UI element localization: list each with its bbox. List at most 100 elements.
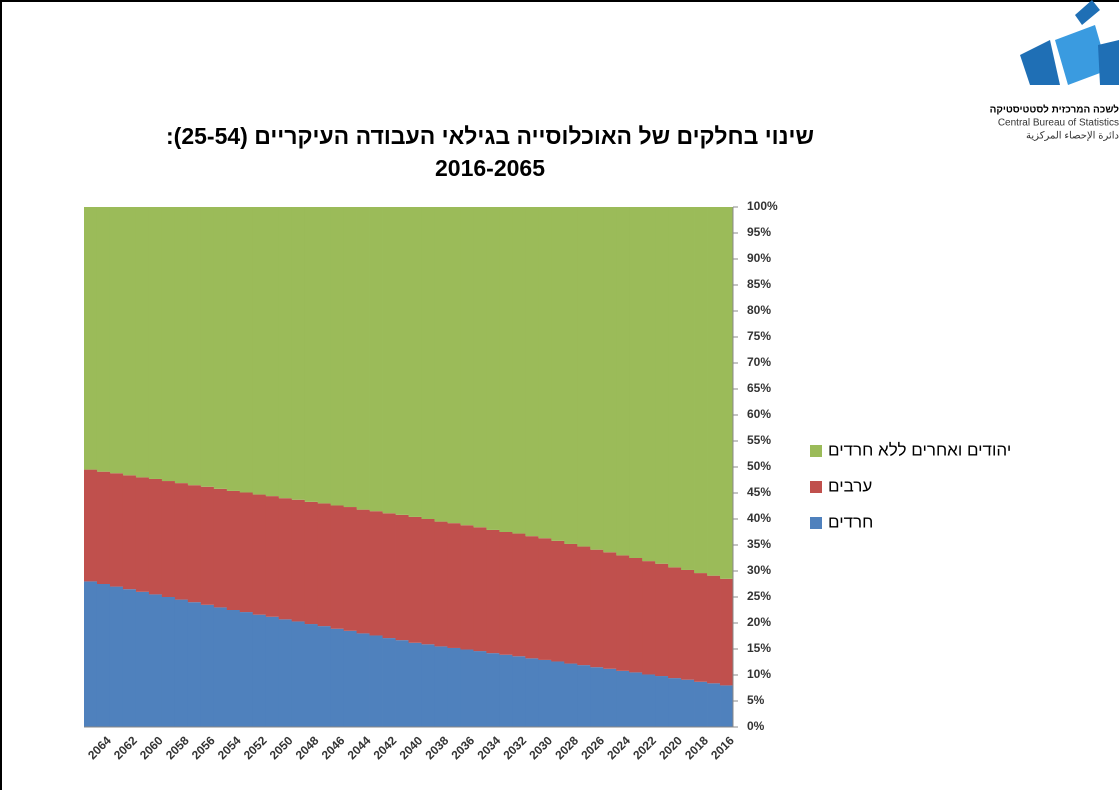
y-tick-label: 80% bbox=[747, 303, 771, 317]
y-tick-label: 25% bbox=[747, 589, 771, 603]
bar-segment bbox=[200, 207, 215, 487]
logo-text: دائرة الإحصاء المركزية bbox=[1026, 131, 1119, 142]
bar-segment bbox=[655, 563, 669, 677]
bar-segment bbox=[304, 501, 319, 625]
bar-segment bbox=[616, 555, 630, 671]
logo-text: לשכה המרכזית לסטטיסטיקה bbox=[990, 104, 1119, 116]
bar-segment bbox=[694, 207, 708, 574]
bar-segment bbox=[512, 207, 526, 534]
y-tick-label: 40% bbox=[747, 511, 771, 525]
x-tick-label: 2030 bbox=[526, 733, 555, 762]
bar-segment bbox=[681, 679, 695, 727]
bar-segment bbox=[551, 661, 565, 727]
bar-segment bbox=[135, 207, 150, 478]
bar-segment bbox=[421, 519, 435, 645]
bar-segment bbox=[174, 483, 189, 600]
y-tick-label: 70% bbox=[747, 355, 771, 369]
bar-segment bbox=[304, 624, 319, 727]
bar-segment bbox=[200, 604, 215, 727]
x-tick-label: 2032 bbox=[500, 733, 529, 762]
bar-segment bbox=[382, 638, 396, 727]
logo: לשכה המרכזית לסטטיסטיקה Central Bureau o… bbox=[990, 0, 1119, 142]
y-tick-label: 35% bbox=[747, 537, 771, 551]
bar-segment bbox=[330, 505, 344, 629]
bar-segment bbox=[655, 207, 669, 564]
bar-segment bbox=[265, 616, 280, 727]
y-tick-label: 90% bbox=[747, 251, 771, 265]
y-tick-label: 65% bbox=[747, 381, 771, 395]
bar-segment bbox=[434, 646, 448, 727]
bar-segment bbox=[538, 207, 552, 539]
bar-segment bbox=[642, 207, 656, 562]
bar-segment bbox=[720, 685, 734, 727]
legend-swatch bbox=[810, 481, 822, 493]
bar-segment bbox=[96, 471, 111, 584]
bar-segment bbox=[616, 207, 630, 556]
y-tick-label: 85% bbox=[747, 277, 771, 291]
bar-segment bbox=[447, 523, 461, 648]
y-tick-label: 15% bbox=[747, 641, 771, 655]
bar-segment bbox=[629, 558, 643, 673]
bar-segment bbox=[603, 668, 617, 727]
bar-segment bbox=[395, 207, 409, 515]
y-tick-label: 10% bbox=[747, 667, 771, 681]
bar-segment bbox=[135, 477, 150, 592]
x-tick-label: 2060 bbox=[137, 733, 166, 762]
bar-segment bbox=[616, 670, 630, 727]
bar-segment bbox=[421, 207, 435, 519]
bar-segment bbox=[603, 552, 617, 669]
bar-segment bbox=[226, 490, 241, 610]
x-tick-label: 2052 bbox=[241, 733, 270, 762]
bar-segment bbox=[265, 496, 280, 617]
bar-segment bbox=[369, 511, 383, 636]
logo-shape bbox=[1020, 40, 1060, 85]
bar-segment bbox=[694, 573, 708, 682]
logo-shape bbox=[1075, 0, 1100, 25]
y-tick-label: 5% bbox=[747, 693, 765, 707]
bar-segment bbox=[707, 575, 721, 684]
bar-segment bbox=[369, 207, 383, 512]
bar-segment bbox=[538, 659, 552, 727]
bar-segment bbox=[278, 498, 293, 620]
bar-segment bbox=[538, 538, 552, 660]
bar-segment bbox=[252, 614, 267, 727]
logo-shape bbox=[1098, 40, 1119, 85]
bar-segment bbox=[473, 207, 487, 528]
x-tick-label: 2028 bbox=[552, 733, 581, 762]
bar-segment bbox=[161, 597, 176, 727]
bar-segment bbox=[122, 207, 137, 476]
bar-segment bbox=[395, 514, 409, 641]
bar-segment bbox=[135, 591, 150, 727]
bar-segment bbox=[707, 207, 721, 576]
bar-segment bbox=[343, 507, 357, 631]
bar-segment bbox=[460, 525, 474, 650]
bar-segment bbox=[668, 567, 682, 679]
bar-segment bbox=[304, 207, 319, 502]
legend-label: יהודים ואחרים ללא חרדים bbox=[828, 440, 1011, 459]
bar-segment bbox=[499, 532, 513, 655]
bar-segment bbox=[122, 589, 137, 727]
bar-segment bbox=[187, 485, 202, 603]
bar-segment bbox=[447, 647, 461, 727]
bar-segment bbox=[642, 674, 656, 727]
bar-segment bbox=[265, 207, 280, 497]
x-tick-label: 2022 bbox=[630, 733, 659, 762]
bar-segment bbox=[109, 586, 124, 727]
bar-segment bbox=[434, 521, 448, 647]
bar-segment bbox=[174, 207, 189, 484]
bar-segment bbox=[356, 509, 370, 634]
bar-segment bbox=[343, 630, 357, 727]
x-tick-label: 2044 bbox=[345, 733, 374, 762]
y-tick-label: 75% bbox=[747, 329, 771, 343]
bar-segment bbox=[239, 492, 254, 613]
legend-label: ערבים bbox=[828, 476, 872, 495]
bar-segment bbox=[551, 540, 565, 662]
y-tick-label: 50% bbox=[747, 459, 771, 473]
bar-segment bbox=[148, 478, 163, 595]
bar-segment bbox=[226, 610, 241, 727]
bar-segment bbox=[252, 494, 267, 615]
bar-segment bbox=[707, 683, 721, 727]
bar-segment bbox=[512, 533, 526, 657]
bar-segment bbox=[239, 207, 254, 493]
